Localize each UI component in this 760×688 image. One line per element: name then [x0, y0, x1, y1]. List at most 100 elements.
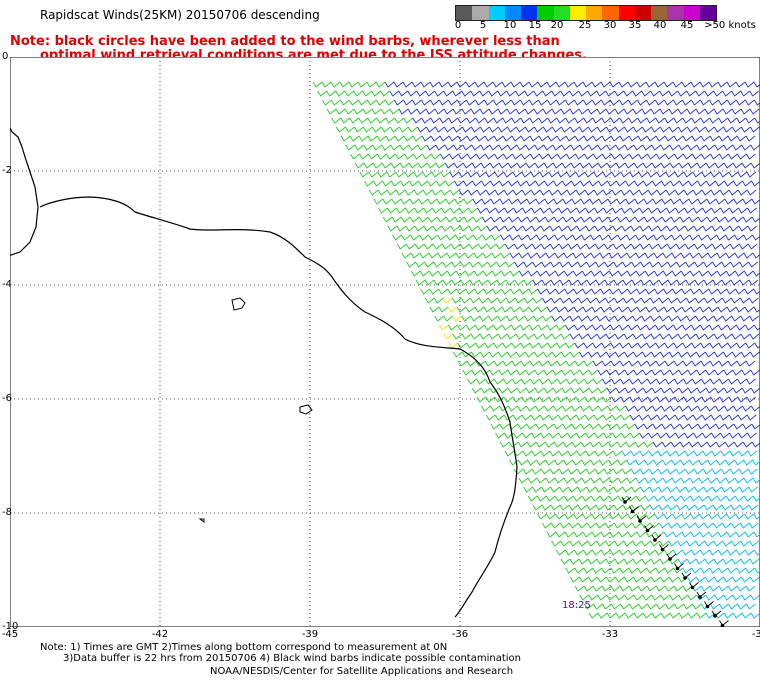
wind-barb	[592, 567, 603, 574]
wind-barb	[508, 180, 518, 187]
wind-barb	[345, 144, 356, 151]
wind-barb	[740, 540, 750, 547]
wind-barb	[569, 90, 579, 97]
wind-barb	[470, 315, 480, 322]
wind-barb	[682, 342, 693, 349]
wind-barb	[556, 117, 567, 124]
wind-barb	[408, 162, 419, 169]
wind-barb	[667, 504, 678, 511]
wind-barb	[718, 585, 729, 592]
wind-barb	[639, 432, 649, 439]
wind-barb	[400, 216, 411, 223]
wind-barb	[495, 243, 506, 250]
note-line-1: Note: black circles have been added to t…	[10, 34, 560, 49]
wind-barb	[543, 351, 553, 358]
wind-barb	[589, 216, 600, 223]
wind-barb	[517, 441, 528, 448]
wind-barb	[703, 522, 714, 529]
wind-barb	[743, 495, 754, 502]
wind-barb	[701, 396, 712, 403]
wind-barb	[523, 261, 533, 268]
wind-barb	[563, 252, 574, 259]
wind-barb	[580, 216, 591, 223]
wind-barb	[741, 351, 751, 358]
wind-barb	[726, 531, 737, 538]
wind-barb	[594, 450, 605, 457]
wind-barb	[439, 117, 450, 124]
wind-barb	[481, 180, 491, 187]
wind-barb	[709, 135, 720, 142]
wind-barb	[578, 540, 588, 547]
wind-barb	[568, 522, 579, 529]
wind-barb	[599, 270, 610, 277]
wind-barb	[521, 153, 531, 160]
wind-barb	[601, 135, 612, 142]
wind-barb	[507, 126, 517, 133]
wind-barb	[689, 270, 700, 277]
wind-barb	[707, 234, 717, 241]
wind-barb	[485, 153, 495, 160]
wind-barb	[529, 117, 540, 124]
wind-barb	[685, 504, 696, 511]
wind-barb	[716, 477, 727, 484]
wind-barb	[619, 342, 630, 349]
wind-barb	[462, 144, 473, 151]
wind-barb	[456, 306, 467, 313]
wind-barb	[698, 270, 709, 277]
wind-barb	[507, 162, 518, 169]
wind-barb	[519, 324, 530, 331]
wind-barb	[483, 81, 494, 88]
colorbar-swatch	[537, 6, 554, 20]
wind-barb	[726, 81, 737, 88]
wind-barb	[641, 108, 652, 115]
wind-barb	[438, 324, 449, 331]
wind-barb	[358, 117, 369, 124]
wind-barb	[335, 108, 346, 115]
wind-barb	[657, 468, 668, 475]
wind-barb	[682, 567, 693, 574]
wind-barb	[634, 180, 644, 187]
wind-barb	[728, 378, 738, 385]
wind-barb	[689, 495, 700, 502]
wind-barb	[608, 270, 619, 277]
wind-barb	[566, 189, 577, 196]
wind-barb	[498, 126, 508, 133]
wind-barb	[627, 549, 638, 556]
wind-barb	[516, 144, 527, 151]
wind-barb	[685, 486, 695, 493]
wind-barb	[580, 423, 591, 430]
wind-barb	[528, 306, 539, 313]
wind-barb	[437, 252, 448, 259]
wind-barb	[460, 279, 471, 286]
wind-barb	[489, 387, 500, 394]
wind-barb	[607, 216, 618, 223]
wind-barb	[559, 261, 569, 268]
wind-barb	[634, 198, 645, 205]
wind-barb	[749, 108, 760, 115]
wind-barb	[673, 117, 684, 124]
wind-barb	[545, 234, 555, 241]
wind-barb	[448, 135, 459, 142]
wind-barb	[713, 90, 723, 97]
wind-barb	[629, 189, 640, 196]
wind-barb	[432, 225, 443, 232]
wind-barb	[553, 198, 564, 205]
wind-barb	[708, 324, 719, 331]
wind-barb	[691, 567, 702, 574]
wind-barb	[500, 234, 510, 241]
wind-barb	[632, 540, 642, 547]
wind-barb	[561, 162, 572, 169]
wind-barb	[544, 423, 555, 430]
wind-barb	[497, 333, 508, 340]
wind-barb	[573, 513, 583, 520]
wind-barb	[725, 459, 735, 466]
wind-barb	[650, 540, 660, 547]
wind-barb	[723, 369, 734, 376]
wind-barb	[575, 153, 585, 160]
wind-barb	[669, 351, 679, 358]
wind-barb	[741, 162, 752, 169]
wind-barb	[487, 297, 498, 304]
wind-barb	[622, 297, 633, 304]
wind-barb	[590, 252, 601, 259]
wind-barb	[528, 288, 538, 295]
